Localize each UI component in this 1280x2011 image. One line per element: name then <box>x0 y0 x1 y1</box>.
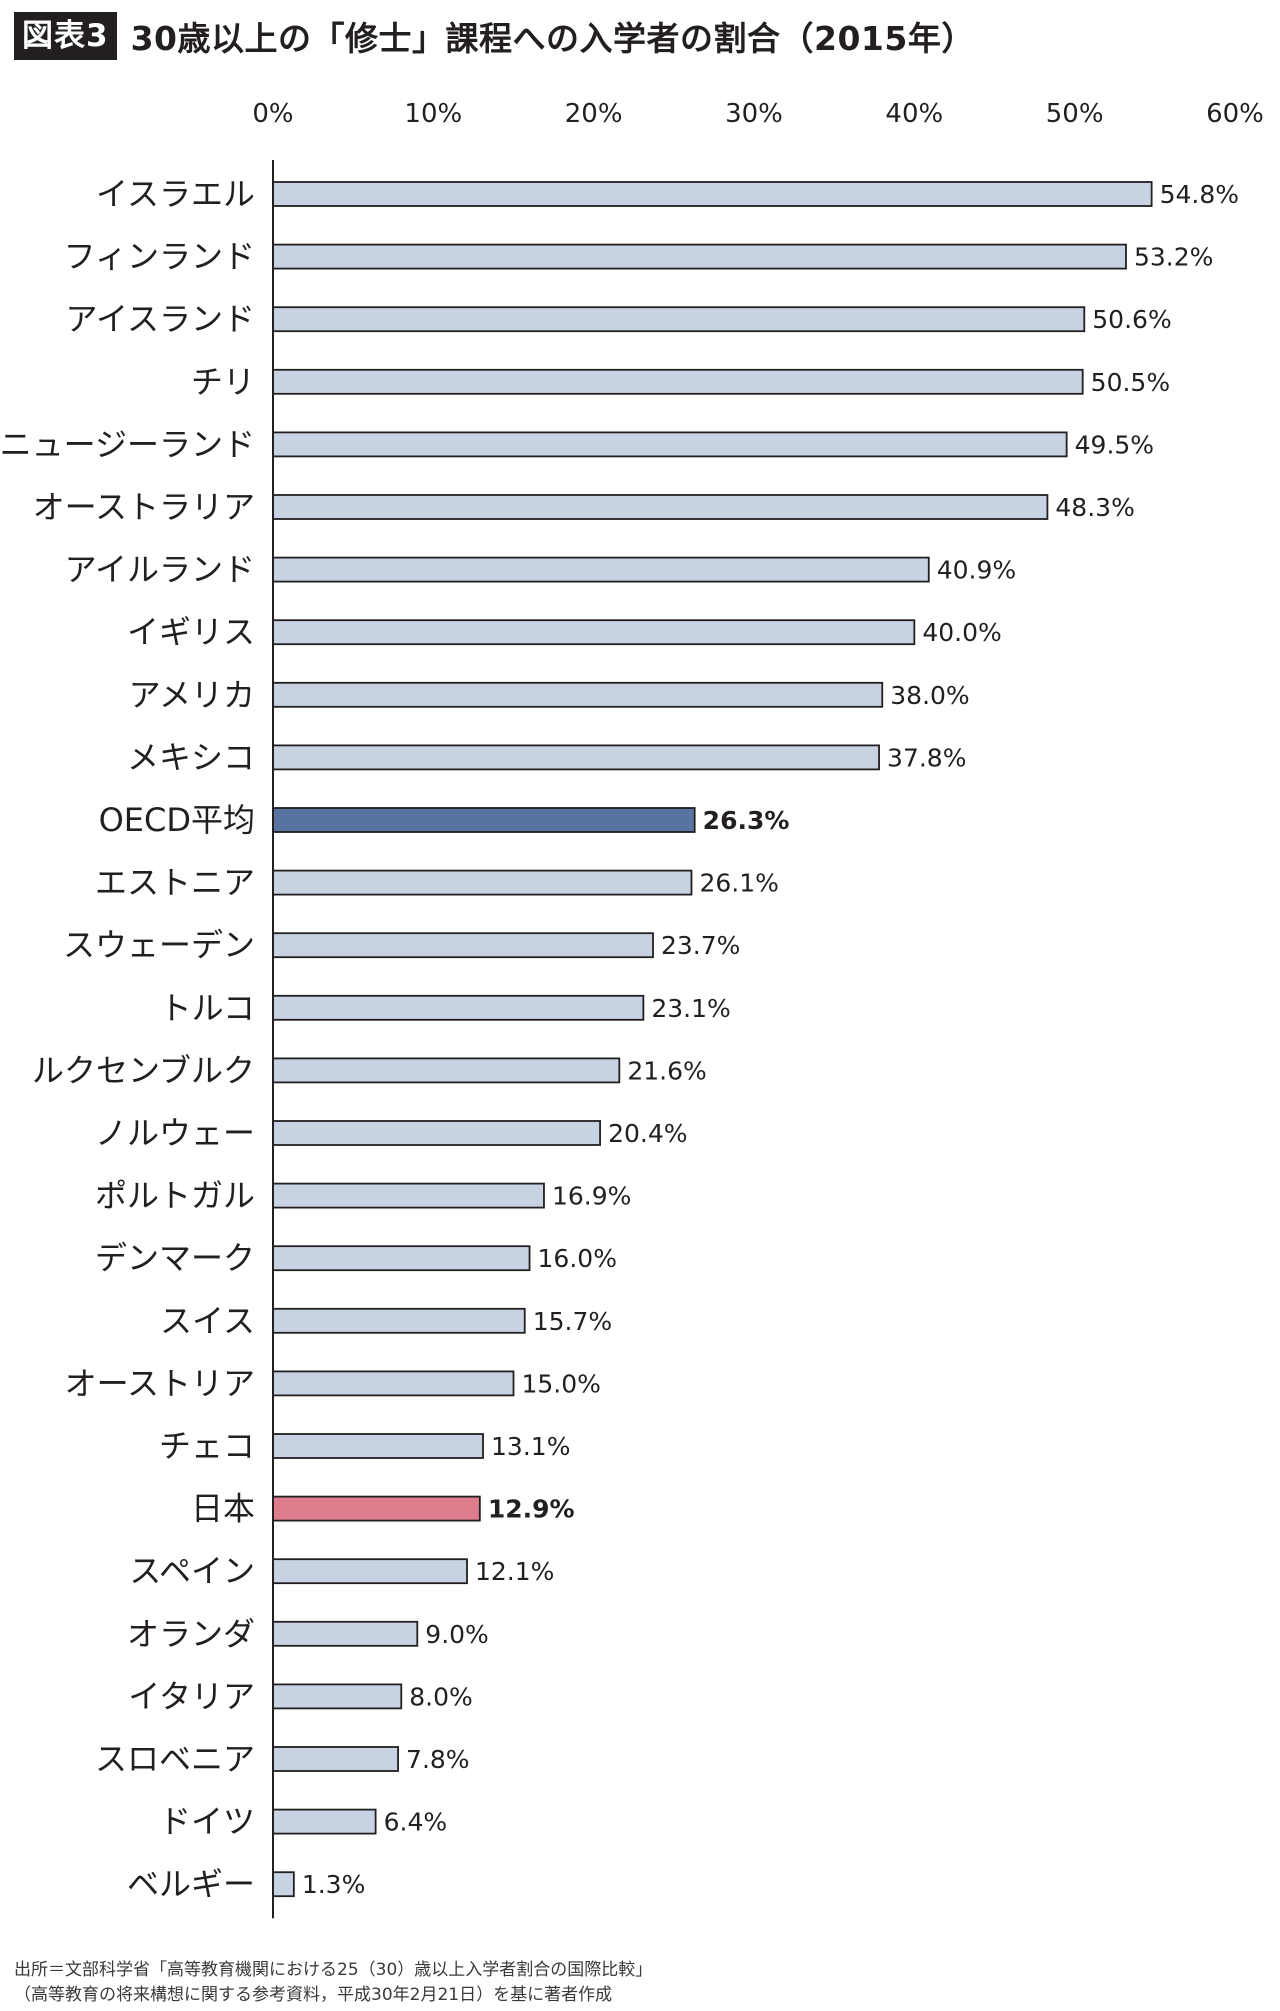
category-label: エストニア <box>95 864 255 902</box>
value-label: 6.4% <box>384 1808 448 1837</box>
bar <box>272 869 693 896</box>
category-label: OECD平均 <box>99 801 255 839</box>
category-label: チリ <box>191 363 255 401</box>
category-label: イギリス <box>127 613 255 651</box>
category-label: イスラエル <box>96 175 255 213</box>
value-label: 15.7% <box>533 1307 612 1336</box>
value-label: 54.8% <box>1160 180 1239 209</box>
bar <box>272 681 884 708</box>
x-tick-label: 50% <box>1046 99 1104 129</box>
category-label: フィンランド <box>64 238 255 276</box>
category-label: ルクセンブルク <box>32 1051 255 1089</box>
value-label: 12.1% <box>475 1557 554 1586</box>
category-label: ドイツ <box>159 1803 255 1841</box>
category-label: スペイン <box>129 1552 255 1590</box>
category-label: ベルギー <box>127 1865 255 1903</box>
x-tick-label: 40% <box>885 99 943 129</box>
x-tick-label: 0% <box>252 99 293 129</box>
value-label: 7.8% <box>406 1745 470 1774</box>
bar <box>272 243 1127 270</box>
bar <box>272 181 1153 207</box>
value-label: 40.0% <box>922 618 1001 647</box>
bar <box>272 619 916 646</box>
value-label: 23.7% <box>661 931 740 960</box>
value-label: 20.4% <box>608 1119 687 1148</box>
bar <box>272 1370 515 1397</box>
category-label: オランダ <box>127 1615 255 1653</box>
category-label: ノルウェー <box>95 1114 255 1152</box>
bar <box>272 368 1084 395</box>
bar <box>272 1057 621 1084</box>
bar <box>272 431 1068 458</box>
value-label: 40.9% <box>937 556 1016 585</box>
bar <box>272 1683 403 1710</box>
bar <box>272 1182 545 1209</box>
value-label: 15.0% <box>522 1369 601 1398</box>
category-label: デンマーク <box>95 1239 255 1277</box>
x-tick-label: 60% <box>1206 99 1264 129</box>
bar <box>272 556 930 583</box>
chart-header: 図表3 30歳以上の「修士」課程への入学者の割合（2015年） <box>14 12 975 60</box>
x-tick-label: 30% <box>725 99 783 129</box>
source-note-line-2: （高等教育の将来構想に関する参考資料，平成30年2月21日）を基に著者作成 <box>14 1985 613 2005</box>
category-label: イタリア <box>128 1677 255 1715</box>
x-tick-label: 10% <box>404 99 462 129</box>
bar <box>272 1808 377 1835</box>
category-label: スウェーデン <box>63 926 255 964</box>
bar <box>272 1871 295 1898</box>
bar <box>272 1495 481 1522</box>
value-label: 21.6% <box>627 1056 706 1085</box>
value-label: 16.0% <box>538 1244 617 1273</box>
category-label: アメリカ <box>129 676 255 714</box>
category-label: スロベニア <box>95 1740 255 1778</box>
value-label: 50.6% <box>1092 305 1171 334</box>
value-label: 53.2% <box>1134 243 1213 272</box>
source-note-line-1: 出所＝文部科学省「高等教育機関における25（30）歳以上入学者割合の国際比較」 <box>14 1960 653 1980</box>
category-label: 日本 <box>191 1490 255 1528</box>
bar <box>272 1620 419 1647</box>
bar <box>272 1433 484 1459</box>
bar <box>272 306 1086 333</box>
chart-title: 30歳以上の「修士」課程への入学者の割合（2015年） <box>130 19 975 58</box>
category-label: オーストリア <box>65 1364 255 1402</box>
bar <box>272 807 696 833</box>
bar <box>272 1558 468 1585</box>
bar <box>272 744 880 771</box>
value-label: 26.3% <box>703 806 790 835</box>
figure-badge: 図表3 <box>14 12 117 60</box>
bar <box>272 1120 601 1146</box>
category-label: オーストラリア <box>33 488 255 526</box>
category-label: ポルトガル <box>95 1177 255 1215</box>
value-label: 23.1% <box>651 994 730 1023</box>
value-label: 37.8% <box>887 743 966 772</box>
value-label: 50.5% <box>1091 368 1170 397</box>
value-label: 26.1% <box>699 869 778 898</box>
category-label: メキシコ <box>127 738 255 776</box>
category-label: ニュージーランド <box>0 425 255 463</box>
category-label: アイスランド <box>66 300 255 338</box>
category-label: トルコ <box>160 989 255 1027</box>
bar <box>272 994 645 1021</box>
value-label: 49.5% <box>1075 430 1154 459</box>
category-label: チェコ <box>159 1427 255 1465</box>
bar <box>272 1746 399 1772</box>
bar <box>272 494 1049 520</box>
value-label: 13.1% <box>491 1432 570 1461</box>
bar <box>272 1245 531 1272</box>
value-label: 9.0% <box>425 1620 489 1649</box>
x-tick-label: 20% <box>565 99 623 129</box>
value-label: 8.0% <box>409 1682 473 1711</box>
bar <box>272 932 654 959</box>
value-label: 16.9% <box>552 1182 631 1211</box>
category-label: スイス <box>160 1302 255 1340</box>
bar <box>272 1307 526 1334</box>
bar-chart: 0% 10% 20% 30% 40% 50% 60% イスラエル 54.8% フィンランド 53.2… <box>0 99 1264 1919</box>
value-label: 48.3% <box>1055 493 1134 522</box>
category-label: アイルランド <box>65 551 255 589</box>
value-label: 1.3% <box>302 1870 366 1899</box>
value-label: 12.9% <box>488 1495 575 1524</box>
value-label: 38.0% <box>890 681 969 710</box>
